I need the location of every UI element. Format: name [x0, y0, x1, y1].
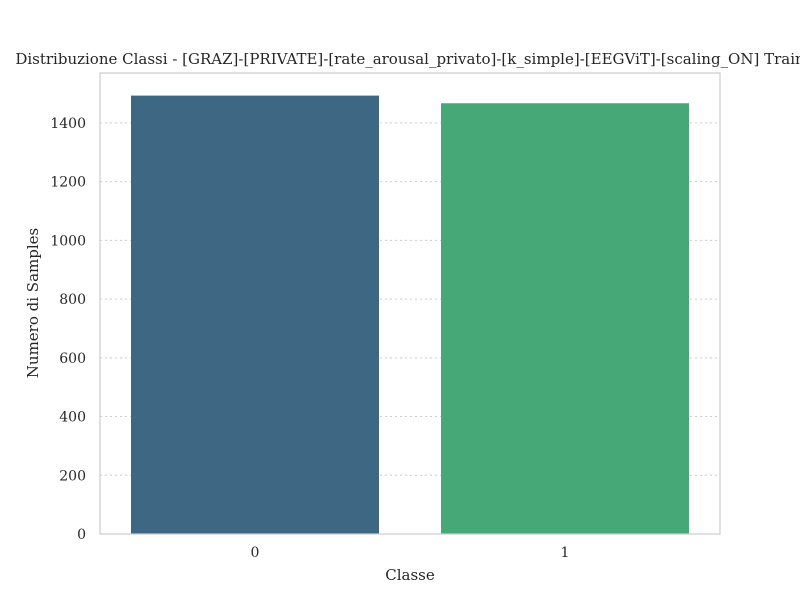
bar-0 [131, 95, 379, 534]
y-axis-label: Numero di Samples [24, 228, 42, 378]
y-tick-label: 400 [59, 410, 86, 426]
x-tick-label: 0 [251, 545, 260, 561]
bars [131, 95, 689, 534]
bar-1 [441, 103, 689, 534]
plot-frame [99, 72, 721, 535]
y-tick-label: 200 [59, 468, 86, 484]
x-tick-label: 1 [561, 545, 570, 561]
x-axis-label: Classe [385, 566, 435, 584]
y-tick-labels: 0 200 400 600 800 1000 1200 1400 [50, 116, 86, 543]
y-tick-label: 800 [59, 292, 86, 308]
y-tick-label: 1200 [50, 175, 86, 191]
y-tick-label: 1400 [50, 116, 86, 132]
y-tick-label: 600 [59, 351, 86, 367]
y-tick-label: 1000 [50, 233, 86, 249]
y-tick-label: 0 [77, 527, 86, 543]
chart-title: Distribuzione Classi - [GRAZ]-[PRIVATE]-… [15, 50, 800, 68]
